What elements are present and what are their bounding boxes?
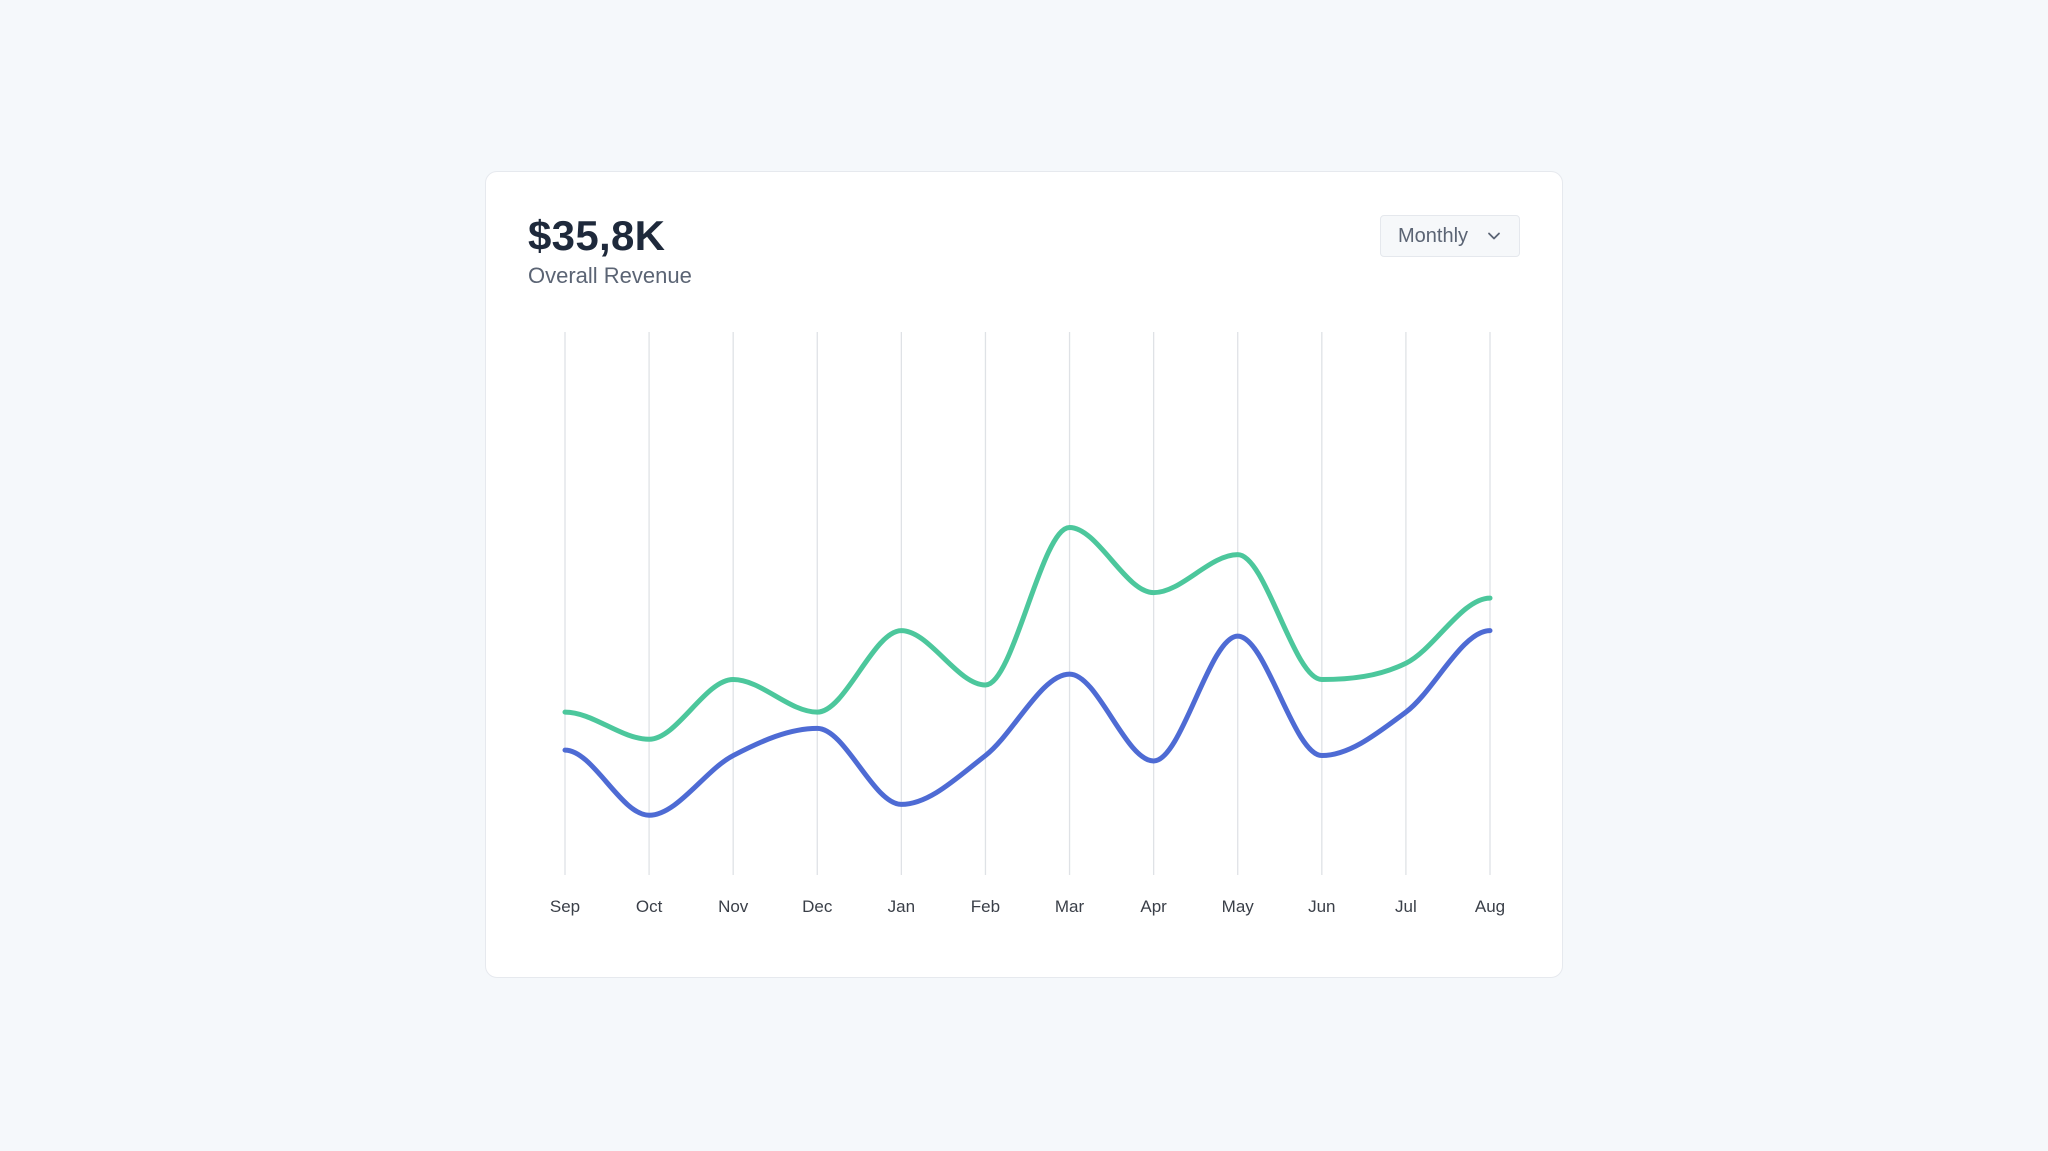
series-line-2: [562, 628, 1493, 818]
x-tick-label-jun: Jun: [1308, 897, 1335, 916]
x-tick-label-mar: Mar: [1055, 897, 1085, 916]
period-dropdown[interactable]: Monthly: [1380, 215, 1520, 257]
x-axis: Sep Oct Nov Dec Jan Feb Mar Apr May Jun Jul Aug: [550, 897, 1505, 916]
series-line-1: [562, 524, 1493, 742]
x-tick-label-dec: Dec: [802, 897, 833, 916]
chart-grid: [564, 332, 1491, 875]
card-header: $35,8K Overall Revenue: [528, 212, 692, 290]
x-tick-label-aug: Aug: [1475, 897, 1505, 916]
x-tick-label-jul: Jul: [1395, 897, 1417, 916]
x-tick-label-oct: Oct: [636, 897, 663, 916]
x-tick-label-feb: Feb: [971, 897, 1000, 916]
x-tick-label-nov: Nov: [718, 897, 749, 916]
period-dropdown-label: Monthly: [1398, 224, 1469, 247]
x-tick-label-apr: Apr: [1140, 897, 1167, 916]
x-tick-label-jan: Jan: [888, 897, 915, 916]
chevron-down-icon: [1488, 232, 1500, 240]
x-tick-label-sep: Sep: [550, 897, 580, 916]
revenue-total: $35,8K: [528, 212, 666, 259]
revenue-subtitle: Overall Revenue: [528, 263, 692, 288]
revenue-card: $35,8K Overall Revenue Monthly Sep Oct Nov…: [485, 171, 1563, 978]
chart-series: [562, 524, 1493, 818]
x-tick-label-may: May: [1222, 897, 1255, 916]
revenue-line-chart: Sep Oct Nov Dec Jan Feb Mar Apr May Jun Jul Aug: [550, 332, 1505, 916]
